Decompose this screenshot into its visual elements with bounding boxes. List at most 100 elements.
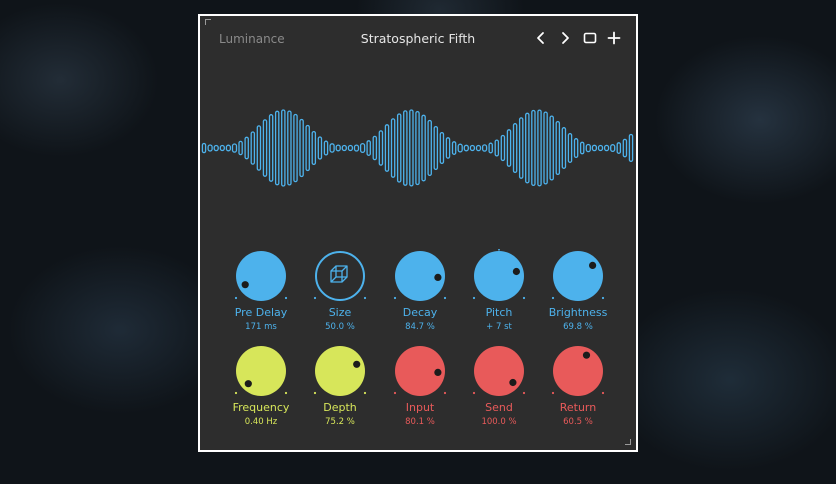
knob-size[interactable]: Size 50.0 %: [300, 249, 380, 333]
knob-return-label: Return: [559, 401, 597, 414]
chevron-right-icon: [562, 32, 569, 44]
knob-range-dot: [472, 296, 476, 300]
knob-body[interactable]: [315, 346, 365, 396]
knob-range-dot: [234, 391, 238, 395]
waveform-bar: [317, 136, 323, 160]
knob-return[interactable]: Return 60.5 %: [538, 344, 618, 428]
waveform-bar: [506, 129, 512, 167]
brand-label: Luminance: [219, 32, 285, 46]
knob-size-label: Size: [328, 306, 352, 319]
knob-input-dial[interactable]: [391, 344, 449, 400]
waveform-bar: [518, 117, 524, 179]
waveform-bar: [481, 144, 488, 152]
waveform-bar: [561, 127, 567, 169]
knob-decay-dial[interactable]: [391, 249, 449, 305]
knob-send-value[interactable]: 100.0 %: [481, 417, 517, 427]
waveform-bar: [207, 144, 213, 152]
waveform-bar: [384, 124, 390, 172]
knob-depth[interactable]: Depth 75.2 %: [300, 344, 380, 428]
knob-body[interactable]: [553, 346, 603, 396]
reverb-waveform-display: [201, 109, 634, 187]
waveform-bar: [494, 139, 500, 157]
knob-pre-delay[interactable]: Pre Delay 171 ms: [221, 249, 301, 333]
waveform-bar: [549, 115, 554, 181]
knob-frequency-label: Frequency: [232, 401, 290, 414]
knob-indicator: [353, 360, 361, 368]
knob-body[interactable]: [395, 251, 445, 301]
waveform-bar: [591, 144, 598, 152]
knob-input-value[interactable]: 80.1 %: [405, 417, 435, 427]
knob-body[interactable]: [474, 346, 524, 396]
knob-body[interactable]: [236, 346, 286, 396]
knob-brightness-dial[interactable]: [549, 249, 607, 305]
plus-icon: [607, 31, 621, 45]
window-button[interactable]: [581, 29, 599, 47]
knob-pre-delay-value[interactable]: 171 ms: [245, 322, 277, 332]
knob-send-dial[interactable]: [470, 344, 528, 400]
waveform-bar: [213, 144, 219, 152]
knob-indicator: [434, 368, 442, 376]
knob-pitch-dial[interactable]: [470, 249, 528, 305]
knob-range-dot: [284, 391, 288, 395]
knob-pitch-value[interactable]: + 7 st: [486, 322, 512, 332]
waveform-bar: [488, 142, 493, 154]
knob-range-dot: [393, 296, 397, 300]
waveform-bar: [555, 120, 561, 176]
resize-handle[interactable]: [625, 439, 631, 445]
knob-range-dot: [551, 296, 555, 300]
next-preset-button[interactable]: [556, 29, 574, 47]
knob-body[interactable]: [474, 251, 524, 301]
knob-range-dot: [234, 296, 238, 300]
add-preset-button[interactable]: [605, 29, 623, 47]
knob-decay-value[interactable]: 84.7 %: [405, 322, 435, 332]
knob-brightness-value[interactable]: 69.8 %: [563, 322, 593, 332]
knob-indicator: [509, 378, 517, 387]
waveform-bar: [311, 130, 317, 166]
waveform-bar: [347, 144, 354, 152]
knob-send[interactable]: Send 100.0 %: [459, 344, 539, 428]
waveform-bar: [274, 110, 280, 186]
waveform-bar: [500, 134, 506, 162]
knob-return-value[interactable]: 60.5 %: [563, 417, 593, 427]
waveform-bar: [262, 119, 268, 177]
waveform-bar: [250, 131, 256, 165]
knob-size-value[interactable]: 50.0 %: [325, 322, 355, 332]
waveform-bar: [256, 125, 262, 171]
waveform-bar: [335, 144, 341, 152]
knob-body[interactable]: [553, 251, 603, 301]
knob-decay[interactable]: Decay 84.7 %: [380, 249, 460, 333]
knob-range-dot: [363, 296, 367, 300]
knob-range-dot: [284, 296, 288, 300]
waveform-bar: [469, 144, 476, 152]
knob-depth-dial[interactable]: [311, 344, 369, 400]
waveform-bar: [525, 112, 530, 184]
knob-body[interactable]: [315, 251, 365, 301]
waveform-bar: [305, 124, 310, 172]
previous-preset-button[interactable]: [532, 29, 550, 47]
knob-body[interactable]: [236, 251, 286, 301]
knob-frequency[interactable]: Frequency 0.40 Hz: [221, 344, 301, 428]
waveform-bar: [238, 140, 243, 156]
waveform-bar: [622, 138, 628, 158]
waveform-bar: [616, 142, 622, 154]
preset-name[interactable]: Stratospheric Fifth: [360, 31, 476, 46]
knob-range-dot: [313, 296, 317, 300]
knob-pitch[interactable]: Pitch + 7 st: [459, 249, 539, 333]
knob-range-dot: [522, 391, 526, 395]
knob-frequency-value[interactable]: 0.40 Hz: [244, 417, 278, 427]
knob-return-dial[interactable]: [549, 344, 607, 400]
knob-frequency-dial[interactable]: [232, 344, 290, 400]
knob-size-dial[interactable]: [311, 249, 369, 305]
waveform-bar: [415, 110, 420, 186]
knob-indicator: [589, 261, 597, 269]
knob-input[interactable]: Input 80.1 %: [380, 344, 460, 428]
waveform-bar: [433, 125, 439, 171]
knob-brightness[interactable]: Brightness 69.8 %: [538, 249, 618, 333]
knob-indicator: [512, 267, 520, 276]
knob-depth-value[interactable]: 75.2 %: [325, 417, 355, 427]
knob-range-dot: [472, 391, 476, 395]
knob-range-dot: [443, 296, 447, 300]
knob-pre-delay-dial[interactable]: [232, 249, 290, 305]
knob-pitch-label: Pitch: [485, 306, 513, 319]
knob-body[interactable]: [395, 346, 445, 396]
